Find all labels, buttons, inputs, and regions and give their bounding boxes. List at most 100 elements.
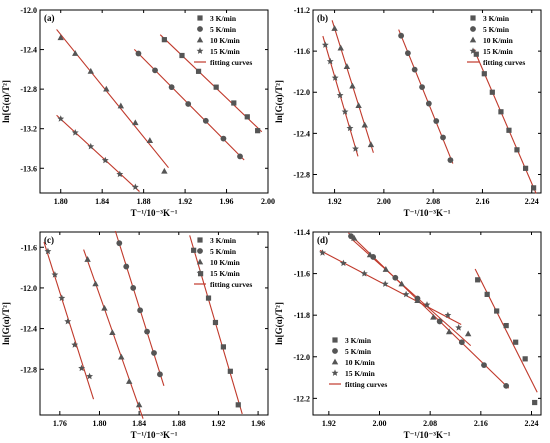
legend-label: 10 K/min	[210, 36, 241, 45]
data-point	[341, 108, 349, 115]
data-point	[220, 135, 227, 142]
data-point	[101, 304, 108, 311]
legend-marker	[196, 258, 204, 265]
data-point	[255, 128, 261, 134]
y-tick-label: -12.0	[20, 6, 37, 15]
data-point	[522, 165, 529, 171]
legend: 3 K/min 5 K/min 10 K/min 15 K/min fitting cu…	[467, 14, 525, 67]
y-tick-label: -12.0	[20, 284, 37, 293]
legend-marker	[469, 36, 477, 43]
data-point	[116, 170, 124, 178]
data-point	[135, 50, 142, 57]
legend-label: 15 K/min	[210, 47, 241, 56]
data-point	[237, 153, 243, 160]
data-point	[161, 37, 167, 43]
legend-label: 10 K/min	[210, 258, 241, 267]
data-point	[440, 134, 446, 141]
plot-frame	[39, 9, 269, 194]
legend-marker	[197, 248, 203, 254]
data-point	[458, 339, 465, 346]
y-tick-label: -12.8	[293, 170, 310, 179]
legend-label: fitting curves	[483, 58, 525, 67]
y-tick-label: -12.8	[20, 85, 37, 94]
data-point	[398, 280, 405, 287]
legend-marker	[196, 269, 204, 276]
data-point	[447, 157, 454, 164]
data-point	[220, 344, 226, 350]
data-point	[464, 330, 472, 337]
y-tick-label: -11.8	[294, 311, 310, 320]
data-point	[64, 317, 72, 325]
legend: 3 K/min 5 K/min 10 K/min 15 K/min fitting cu…	[329, 336, 387, 389]
data-point	[531, 185, 537, 191]
data-point	[425, 100, 432, 107]
y-tick-label: -12.8	[20, 365, 37, 374]
fit-line	[474, 268, 538, 393]
legend-label: 5 K/min	[345, 347, 372, 356]
x-tick-label: 1.76	[53, 419, 67, 428]
data-point	[484, 291, 490, 297]
data-point	[346, 124, 354, 132]
data-point	[514, 147, 520, 153]
data-point	[404, 50, 411, 57]
legend: 3 K/min 5 K/min 10 K/min 15 K/min fitting cu…	[194, 14, 252, 67]
data-point	[506, 127, 512, 133]
data-point	[419, 84, 425, 91]
x-tick-label: 2.08	[426, 197, 440, 206]
y-tick-label: -12.4	[20, 325, 37, 334]
data-point	[433, 118, 440, 124]
x-tick-label: 1.88	[172, 419, 186, 428]
y-tick-label: -13.6	[20, 164, 37, 173]
legend-label: 3 K/min	[483, 14, 510, 23]
data-point	[179, 52, 185, 59]
data-point	[213, 84, 219, 90]
y-axis-label: ln[G(α)/T²]	[1, 302, 11, 345]
legend-label: 3 K/min	[210, 236, 237, 245]
data-point	[103, 85, 110, 92]
x-tick-label: 2.16	[474, 419, 488, 428]
legend-label: 15 K/min	[345, 369, 376, 378]
legend-label: 5 K/min	[483, 25, 510, 34]
x-tick-label: 2.00	[377, 197, 391, 206]
data-point	[402, 290, 410, 298]
chart-panel-c: 1.76 1.80 1.84 1.88 1.92 1.96 -12.8 -12.4 -12.0 -…	[1, 230, 269, 440]
data-point	[411, 66, 418, 73]
legend: 3 K/min 5 K/min 10 K/min 15 K/min fitting cu…	[194, 236, 252, 289]
panel-label: (c)	[44, 235, 54, 245]
plot-frame	[312, 231, 542, 416]
data-point	[423, 301, 431, 308]
x-tick-label: 1.96	[220, 197, 234, 206]
data-point	[117, 102, 125, 109]
data-point	[381, 280, 389, 287]
data-point	[444, 311, 452, 319]
plot-frame	[39, 231, 269, 416]
data-point	[331, 25, 338, 31]
legend-marker	[331, 369, 339, 376]
data-point	[195, 68, 202, 74]
data-point	[360, 269, 368, 277]
plot-frame	[312, 9, 542, 194]
data-point	[522, 356, 528, 362]
data-point	[414, 297, 421, 304]
legend-marker	[470, 15, 476, 21]
data-point	[202, 117, 209, 124]
legend-label: 5 K/min	[210, 25, 237, 34]
data-point	[116, 240, 123, 247]
data-point	[503, 322, 509, 329]
data-point	[212, 319, 219, 326]
data-point	[205, 295, 212, 301]
data-point	[367, 141, 375, 148]
legend-marker	[197, 26, 203, 32]
data-point	[137, 307, 144, 314]
x-axis-label: T⁻¹/10⁻³K⁻¹	[131, 430, 178, 440]
legend-label: 10 K/min	[483, 36, 514, 45]
data-point	[473, 51, 479, 57]
chart-panel-b: 1.92 2.00 2.08 2.16 2.24 -12.8 -12.4 -12.0 -11.6…	[274, 6, 542, 218]
data-point	[366, 251, 374, 258]
data-point	[336, 91, 344, 99]
x-tick-label: 2.00	[261, 197, 275, 206]
data-point	[436, 318, 443, 325]
x-tick-label: 1.84	[95, 197, 109, 206]
legend-marker	[197, 237, 203, 243]
chart-panel-a: 1.80 1.84 1.88 1.92 1.96 2.00 -13.6 -13.2 -12.8 -…	[1, 6, 275, 218]
